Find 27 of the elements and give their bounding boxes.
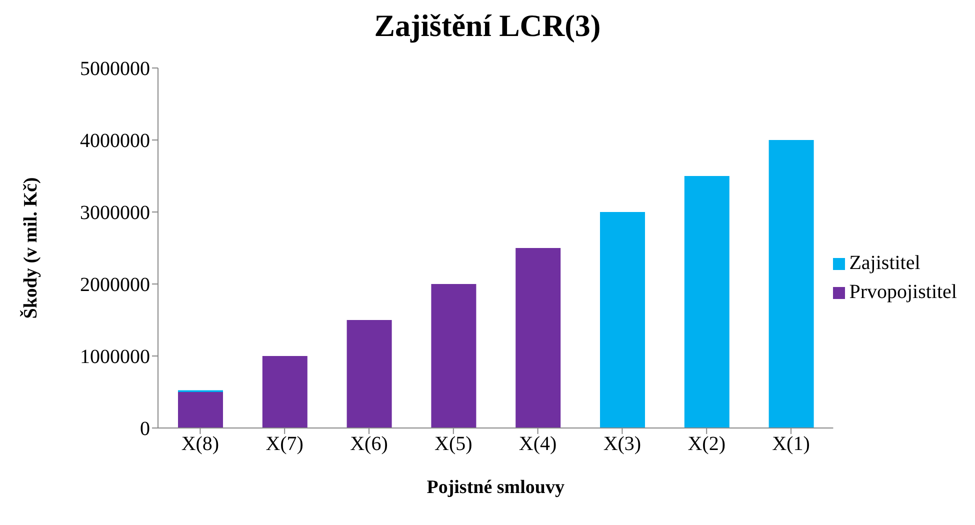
bar [768,140,814,428]
y-tick-label: 5000000 [80,58,150,80]
bar [600,212,645,428]
x-tick-label: X(1) [772,433,810,456]
legend-label: Prvopojistitel [849,281,957,304]
x-axis-title: Pojistné smlouvy [426,477,565,498]
x-tick-label: X(2) [688,433,726,456]
legend-label: Zajistitel [849,252,920,275]
y-tick-label: 3000000 [80,202,150,224]
x-tick-label: X(3) [603,433,642,456]
y-tick-label: 4000000 [80,130,150,152]
y-tick-label: 0 [140,418,150,440]
y-tick-label: 1000000 [80,346,150,368]
bar [178,392,223,428]
x-tick-label: X(5) [434,433,472,456]
x-tick-label: X(6) [350,433,388,456]
bar [516,248,561,428]
x-tick-label: X(4) [518,433,557,456]
x-tick-label: X(8) [181,433,220,456]
x-tick-label: X(7) [266,433,304,456]
y-axis-title: Škody (v mil. Kč) [20,177,42,319]
bar [346,320,392,428]
bar [262,356,308,428]
chart-title: Zajištění LCR(3) [373,8,602,45]
bar [684,176,730,428]
y-tick-label: 2000000 [80,274,150,296]
bar [431,284,476,428]
